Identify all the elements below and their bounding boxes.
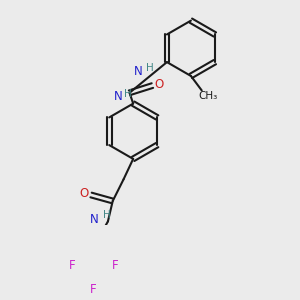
Text: N: N	[90, 212, 99, 226]
Text: H: H	[103, 210, 111, 220]
Text: O: O	[80, 187, 89, 200]
Text: F: F	[90, 284, 97, 296]
Text: O: O	[154, 78, 164, 91]
Text: F: F	[112, 260, 119, 272]
Text: N: N	[114, 91, 122, 103]
Text: F: F	[68, 260, 75, 272]
Text: CH₃: CH₃	[198, 92, 217, 101]
Text: H: H	[124, 89, 132, 99]
Text: N: N	[134, 65, 143, 78]
Text: H: H	[146, 63, 153, 73]
